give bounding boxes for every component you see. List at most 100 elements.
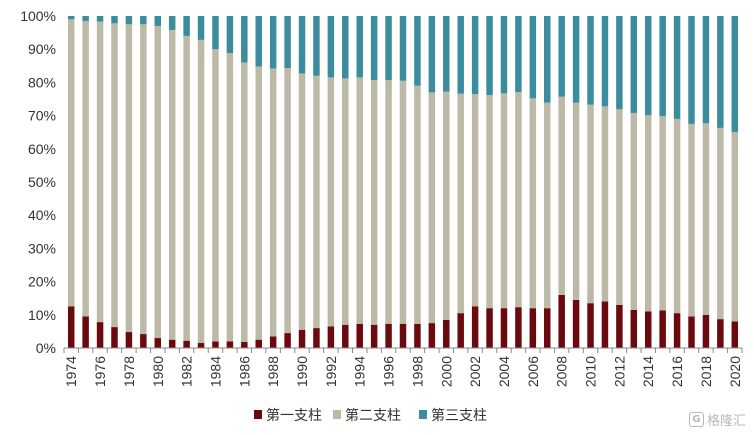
x-tick-label: 2016 xyxy=(669,356,685,387)
bar-1999-series-1 xyxy=(428,323,436,348)
bar-2010-series-3 xyxy=(587,16,594,105)
bar-1983-series-2 xyxy=(197,39,205,344)
bar-1979-series-2 xyxy=(140,24,147,335)
bar-2002-series-1 xyxy=(471,306,479,348)
bar-1982-series-3 xyxy=(183,16,190,36)
x-tick-label: 1978 xyxy=(121,356,137,387)
bar-1996-series-1 xyxy=(385,323,392,348)
x-axis: 1974 1976 1978 1980 1982 1984 1986 1988 1990 1992… xyxy=(63,348,743,387)
bar-2014-series-1 xyxy=(644,311,652,348)
bar-1999-series-2 xyxy=(428,92,436,324)
bar-1994-series-3 xyxy=(356,16,363,78)
bar-2006-series-3 xyxy=(529,16,537,99)
bar-1987-series-1 xyxy=(255,339,262,348)
bar-1984-series-3 xyxy=(212,16,219,50)
bar-1982-series-1 xyxy=(183,340,190,348)
y-tick-label: 0% xyxy=(36,340,56,356)
bar-2003-series-2 xyxy=(486,95,493,309)
bar-1982-series-2 xyxy=(183,35,190,341)
bar-2007-series-1 xyxy=(544,308,551,348)
bar-1995-series-3 xyxy=(370,16,378,81)
bar-2017-series-3 xyxy=(688,16,695,124)
watermark-logo-icon: G xyxy=(688,412,704,427)
bar-2004-series-3 xyxy=(500,16,508,94)
bar-2002-series-2 xyxy=(471,94,479,307)
legend-swatch-1 xyxy=(254,410,262,419)
bar-2008-series-1 xyxy=(558,294,565,348)
bars-group xyxy=(67,16,739,348)
y-tick-label: 40% xyxy=(28,207,56,223)
bar-1980-series-1 xyxy=(154,338,162,348)
bar-2009-series-2 xyxy=(572,102,580,300)
legend-swatch-3 xyxy=(419,410,427,419)
x-tick-label: 1996 xyxy=(381,356,397,387)
y-tick-label: 90% xyxy=(28,41,56,57)
bar-1994-series-2 xyxy=(356,77,363,324)
bar-1991-series-2 xyxy=(313,75,320,329)
y-axis: 0% 10% 20% 30% 40% 50% 60% 70% 80% 90% 100% xyxy=(20,8,56,356)
bar-2020-series-1 xyxy=(731,321,739,348)
bar-2020-series-2 xyxy=(731,132,739,322)
x-tick-label: 1986 xyxy=(236,356,252,387)
legend-label-1: 第一支柱 xyxy=(266,407,322,424)
bar-2018-series-3 xyxy=(702,16,710,124)
bar-2007-series-2 xyxy=(544,102,551,309)
bar-1989-series-2 xyxy=(284,68,291,334)
bar-1981-series-2 xyxy=(168,29,176,340)
bar-1981-series-1 xyxy=(168,339,176,348)
bar-1996-series-2 xyxy=(385,80,392,324)
bar-2011-series-2 xyxy=(601,106,609,302)
bar-2005-series-2 xyxy=(515,92,522,308)
legend-label-2: 第二支柱 xyxy=(345,407,401,424)
x-tick-label: 1992 xyxy=(323,356,339,387)
x-tick-label: 1994 xyxy=(352,356,368,387)
legend-swatch-2 xyxy=(333,410,341,419)
bar-2006-series-2 xyxy=(529,98,537,309)
bar-2001-series-2 xyxy=(457,93,464,314)
x-tick-label: 2008 xyxy=(554,356,570,387)
bar-1989-series-1 xyxy=(284,333,291,348)
bar-1978-series-3 xyxy=(125,16,133,25)
bar-2000-series-3 xyxy=(443,16,450,92)
bar-1994-series-1 xyxy=(356,323,363,348)
bar-2003-series-1 xyxy=(486,308,493,348)
bar-2000-series-2 xyxy=(443,91,450,320)
bar-2012-series-1 xyxy=(616,304,623,348)
bar-2000-series-1 xyxy=(443,319,450,348)
x-tick-label: 2010 xyxy=(583,356,599,387)
x-tick-label: 1998 xyxy=(409,356,425,387)
bar-1974-series-3 xyxy=(67,16,75,20)
bar-2005-series-3 xyxy=(515,16,522,93)
bar-1999-series-3 xyxy=(428,16,436,93)
x-tick-label: 1984 xyxy=(207,356,223,387)
bar-1998-series-3 xyxy=(414,16,421,86)
bar-2015-series-1 xyxy=(659,310,666,348)
bar-1975-series-3 xyxy=(82,16,89,21)
bar-2007-series-3 xyxy=(544,16,551,103)
y-tick-label: 30% xyxy=(28,240,56,256)
bar-1983-series-3 xyxy=(197,16,205,40)
bar-1976-series-2 xyxy=(96,21,104,323)
bar-1978-series-1 xyxy=(125,332,133,348)
bar-2003-series-3 xyxy=(486,16,493,96)
bar-1988-series-3 xyxy=(269,16,277,69)
bar-2010-series-2 xyxy=(587,104,594,304)
bar-1974-series-1 xyxy=(67,306,75,348)
bar-1991-series-3 xyxy=(313,16,320,76)
bar-2015-series-2 xyxy=(659,116,666,311)
x-tick-label: 1980 xyxy=(150,356,166,387)
x-tick-label: 1982 xyxy=(179,356,195,387)
legend-label-3: 第三支柱 xyxy=(431,407,487,424)
bar-1992-series-1 xyxy=(327,326,335,348)
bar-1991-series-1 xyxy=(313,328,320,348)
bar-1983-series-1 xyxy=(197,343,205,348)
bar-1990-series-2 xyxy=(298,73,306,330)
bar-2012-series-2 xyxy=(616,109,623,305)
bar-1988-series-2 xyxy=(269,68,277,337)
bar-1984-series-2 xyxy=(212,49,219,342)
bar-1989-series-3 xyxy=(284,16,291,69)
bar-1980-series-3 xyxy=(154,16,162,26)
bar-2016-series-3 xyxy=(673,16,681,119)
bar-2012-series-3 xyxy=(616,16,623,110)
bar-1975-series-1 xyxy=(82,316,89,348)
